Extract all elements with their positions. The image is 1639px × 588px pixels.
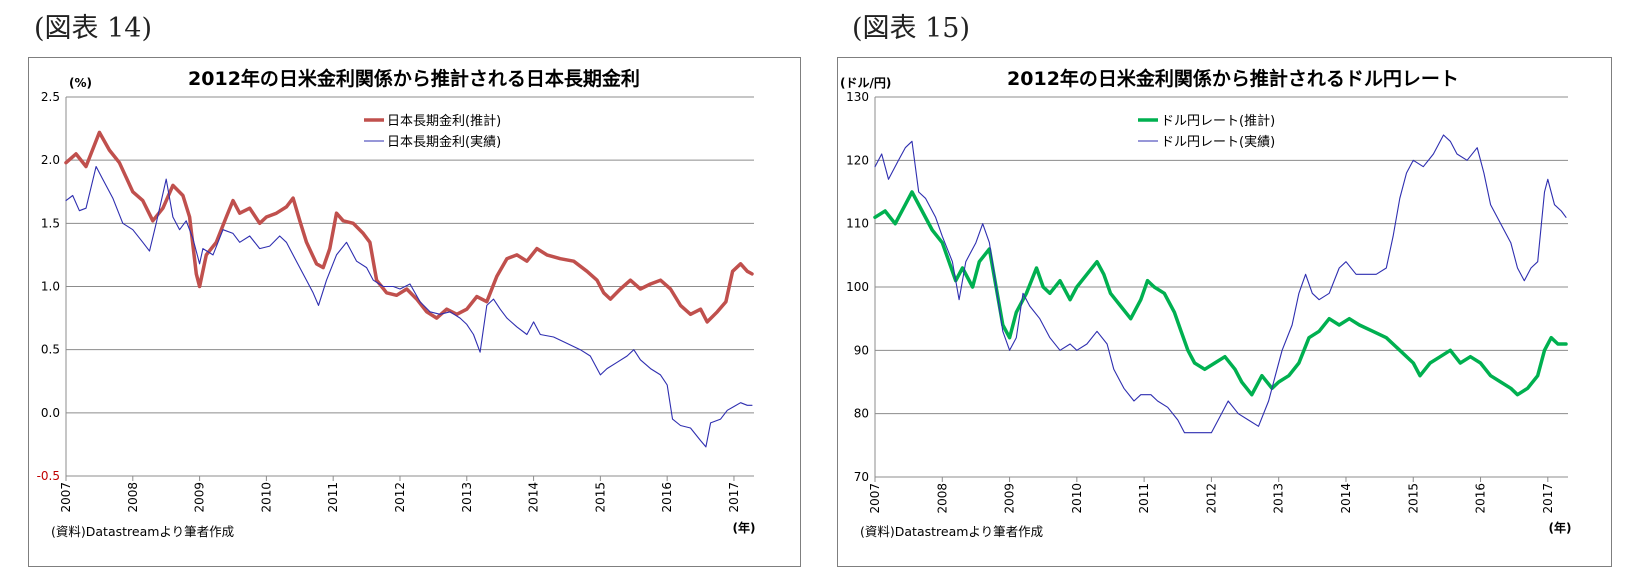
chart-panel-jgb-yield: 2012年の日米金利関係から推計される日本長期金利 (%) 2.5 2.0 1.5 1.0…	[28, 57, 801, 567]
y-tick-label: 130	[846, 90, 869, 104]
y-tick-label: 100	[846, 280, 869, 294]
x-tick-label: 2011	[326, 482, 340, 513]
x-tick-label: 2012	[393, 482, 407, 513]
legend-label: 日本長期金利(実績)	[387, 134, 501, 150]
x-tick-label: 2010	[259, 482, 273, 513]
y-axis-unit-label: (%)	[69, 76, 92, 90]
x-tick-label: 2016	[1474, 483, 1488, 514]
chart-title: 2012年の日米金利関係から推計されるドル円レート	[1007, 67, 1459, 90]
figure-label-14: (図表 14)	[34, 13, 153, 44]
legend-label: 日本長期金利(推計)	[387, 113, 501, 129]
series-line-actual	[874, 134, 1567, 434]
x-tick-label: 2009	[1003, 483, 1017, 514]
series-line-actual	[65, 165, 753, 448]
x-tick-label: 2012	[1204, 483, 1218, 514]
x-axis-unit-label: (年)	[1549, 520, 1572, 535]
y-tick-label: 90	[854, 343, 869, 357]
x-tick-label: 2009	[193, 482, 207, 513]
y-tick-label: 2.5	[41, 90, 60, 104]
x-tick-label: 2015	[593, 482, 607, 513]
x-tick-label: 2017	[1541, 483, 1555, 514]
series-line-estimate	[64, 130, 754, 324]
x-tick-label: 2007	[59, 482, 73, 513]
figure-label-15: (図表 15)	[852, 13, 971, 44]
series-line-estimate	[873, 190, 1568, 397]
y-axis-unit-label: (ドル/円)	[840, 76, 891, 90]
y-tick-label: 0.0	[41, 406, 60, 420]
y-tick-label: 2.0	[41, 153, 60, 167]
x-tick-label: 2008	[935, 483, 949, 514]
x-tick-label: 2008	[126, 482, 140, 513]
y-tick-label: 70	[854, 470, 869, 484]
source-note: (資料)Datastreamより筆者作成	[51, 524, 234, 539]
y-tick-label: 80	[854, 407, 869, 421]
x-tick-label: 2010	[1070, 483, 1084, 514]
y-tick-label: 0.5	[41, 343, 60, 357]
x-tick-label: 2013	[1272, 483, 1286, 514]
x-tick-label: 2013	[460, 482, 474, 513]
legend-label: ドル円レート(推計)	[1161, 113, 1275, 129]
x-tick-label: 2015	[1406, 483, 1420, 514]
x-tick-label: 2014	[1339, 483, 1353, 514]
x-tick-label: 2017	[727, 482, 741, 513]
y-tick-label: 1.0	[41, 280, 60, 294]
y-tick-label: -0.5	[37, 469, 60, 483]
source-note: (資料)Datastreamより筆者作成	[860, 524, 1043, 539]
x-tick-label: 2014	[527, 482, 541, 513]
x-axis-unit-label: (年)	[733, 520, 756, 535]
chart-usdjpy: 2012年の日米金利関係から推計されるドル円レート (ドル/円)130 120 110…	[840, 67, 1572, 539]
x-tick-label: 2016	[660, 482, 674, 513]
chart-jgb-yield: 2012年の日米金利関係から推計される日本長期金利 (%) 2.5 2.0 1.5 1.0…	[37, 67, 756, 539]
x-tick-label: 2007	[868, 483, 882, 514]
x-tick-label: 2011	[1137, 483, 1151, 514]
y-tick-label: 1.5	[41, 216, 60, 230]
legend-label: ドル円レート(実績)	[1161, 134, 1275, 150]
y-tick-label: 120	[846, 153, 869, 167]
y-tick-label: 110	[846, 217, 869, 231]
chart-title: 2012年の日米金利関係から推計される日本長期金利	[188, 67, 640, 90]
chart-panel-usdjpy: 2012年の日米金利関係から推計されるドル円レート (ドル/円) 130 120 110…	[837, 57, 1612, 567]
